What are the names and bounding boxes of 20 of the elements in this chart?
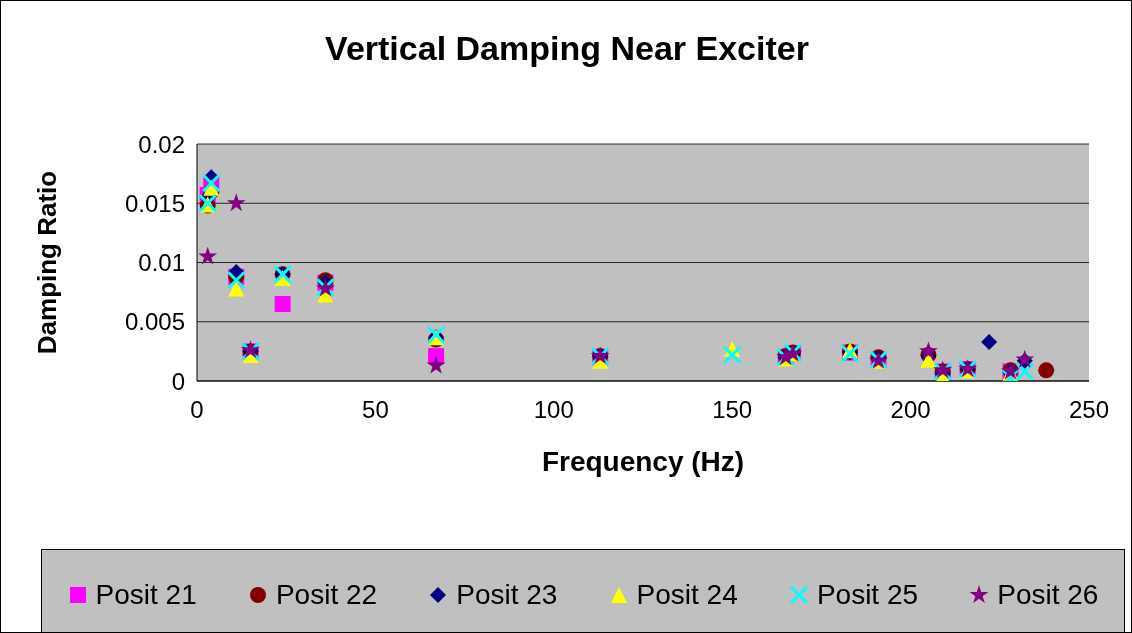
y-tick-label: 0.015	[124, 189, 185, 217]
x-tick-label: 200	[890, 396, 931, 424]
x-tick-label: 100	[533, 396, 574, 424]
legend-label: Posit 22	[275, 579, 378, 611]
x-tick-label: 250	[1068, 396, 1110, 424]
x-tick-label: 50	[362, 396, 389, 424]
y-tick-label: 0.02	[138, 130, 185, 158]
y-tick-label: 0.005	[124, 308, 185, 336]
legend-label: Posit 23	[456, 579, 558, 611]
chart-title: Vertical Damping Near Exciter	[324, 29, 810, 68]
legend-label: Posit 26	[997, 579, 1099, 611]
x-tick-label: 150	[712, 396, 753, 424]
legend-label: Posit 21	[95, 579, 197, 611]
x-axis-title: Frequency (Hz)	[541, 445, 745, 477]
legend-label: Posit 24	[636, 579, 738, 611]
y-tick-label: 0.01	[138, 249, 185, 277]
legend-label: Posit 25	[816, 579, 919, 611]
y-tick-label: 0	[171, 367, 185, 395]
y-axis-title: Damping Ratio	[32, 170, 63, 355]
x-tick-label: 0	[190, 396, 204, 424]
